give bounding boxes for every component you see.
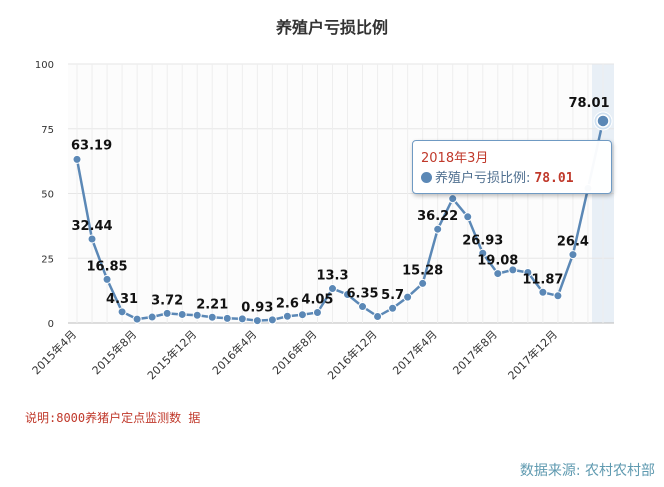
data-point (418, 278, 428, 288)
data-label: 26.93 (462, 233, 503, 248)
chart-title: 养殖户亏损比例 (275, 18, 388, 37)
data-point (478, 248, 488, 258)
data-label: 3.72 (151, 293, 183, 308)
data-point (433, 224, 443, 234)
data-point (538, 287, 548, 297)
data-label: 26.4 (557, 235, 589, 250)
x-tick-label: 2016年12月 (325, 327, 380, 382)
data-point (102, 274, 112, 284)
data-point (267, 315, 277, 325)
x-tick-label: 2016年8月 (269, 327, 319, 377)
data-point (358, 302, 368, 312)
x-tick-label: 2015年4月 (29, 327, 79, 377)
data-point (388, 303, 398, 313)
data-point (596, 114, 610, 128)
data-point (117, 307, 127, 317)
tooltip-title: 2018年3月 (421, 151, 489, 166)
data-point (553, 291, 563, 301)
data-label: 0.93 (241, 301, 273, 316)
data-label: 16.85 (86, 259, 127, 274)
data-point (192, 310, 202, 320)
tooltip: 2018年3月 养殖户亏损比例: 78.01 (412, 140, 612, 194)
data-point (403, 292, 413, 302)
data-label: 13.3 (316, 269, 348, 284)
footnote: 说明:8000养猪户定点监测数 据 (25, 411, 201, 425)
x-tick-label: 2017年8月 (450, 327, 500, 377)
data-point (343, 290, 353, 300)
data-label: 6.35 (347, 287, 379, 302)
data-point (132, 314, 142, 324)
x-tick-label: 2017年12月 (505, 327, 560, 382)
data-label: 4.31 (106, 292, 138, 307)
data-label: 2.21 (196, 297, 228, 312)
data-point (252, 316, 262, 326)
data-point (448, 194, 458, 204)
data-point (373, 312, 383, 322)
data-point (327, 284, 337, 294)
data-point (508, 265, 518, 275)
y-tick-label: 0 (48, 319, 54, 330)
x-tick-label: 2015年12月 (144, 327, 199, 382)
data-label: 19.08 (477, 254, 518, 269)
data-point (312, 308, 322, 318)
data-point (162, 308, 172, 318)
data-source: 数据来源: 农村农村部 (519, 463, 655, 479)
x-tick-label: 2017年4月 (390, 327, 440, 377)
y-tick-label: 75 (41, 125, 54, 136)
data-point (207, 312, 217, 322)
y-tick-label: 100 (35, 60, 54, 71)
x-tick-label: 2015年8月 (89, 327, 139, 377)
data-point (177, 309, 187, 319)
x-tick-label: 2016年4月 (209, 327, 259, 377)
tooltip-value: 78.01 (534, 171, 574, 186)
data-point (222, 313, 232, 323)
data-point (493, 269, 503, 279)
data-label: 78.01 (568, 96, 609, 111)
data-label: 5.7 (381, 288, 404, 303)
data-point (297, 310, 307, 320)
data-point (147, 312, 157, 322)
data-label: 4.05 (301, 293, 333, 308)
data-label: 36.22 (417, 209, 458, 224)
data-label: 11.87 (522, 272, 563, 287)
y-tick-label: 25 (41, 254, 54, 265)
data-point (87, 234, 97, 244)
data-point (463, 212, 473, 222)
data-label: 2.6 (276, 296, 299, 311)
data-label: 15.28 (402, 263, 443, 278)
data-point (282, 311, 292, 321)
data-point (523, 267, 533, 277)
series-dot-icon (421, 172, 432, 183)
y-tick-label: 50 (41, 190, 54, 201)
data-label: 63.19 (71, 138, 112, 153)
data-label: 32.44 (71, 219, 112, 234)
tooltip-row: 养殖户亏损比例: 78.01 (421, 167, 574, 186)
tooltip-series-label: 养殖户亏损比例: (435, 171, 531, 186)
data-point (72, 154, 82, 164)
data-point (568, 250, 578, 260)
data-point (237, 314, 247, 324)
